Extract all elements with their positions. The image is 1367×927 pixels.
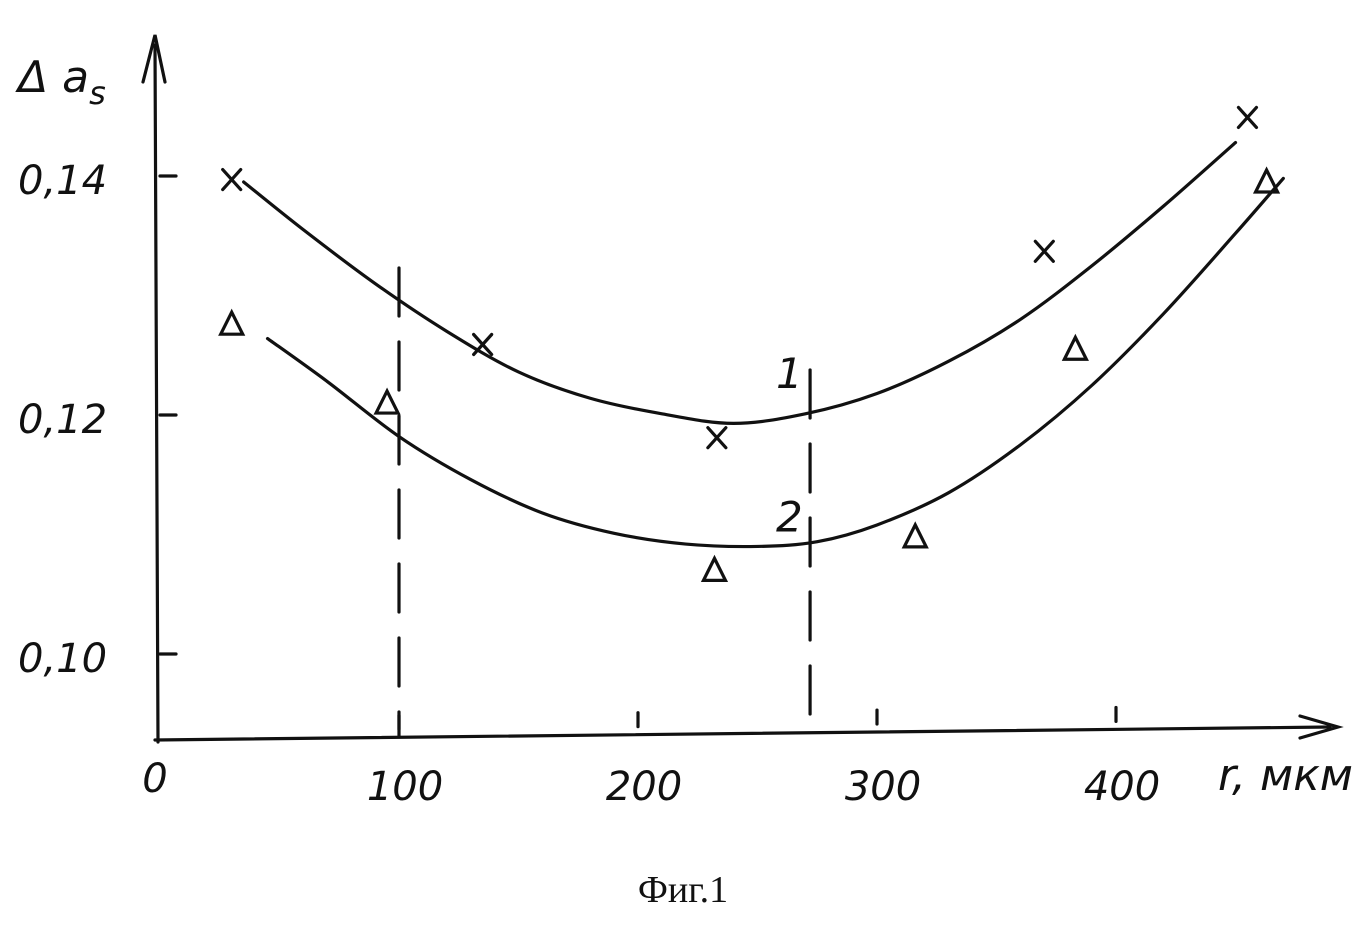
curve-label-1: 1 [776, 349, 803, 398]
curve-label-2: 2 [776, 493, 803, 542]
point-series-2-3 [904, 525, 926, 547]
point-series-1-2 [708, 428, 726, 448]
x-tick-label-0: 0 [142, 756, 167, 802]
point-series-2-2 [703, 558, 725, 580]
curve-labels: 12 [776, 349, 803, 541]
point-series-1-4 [1238, 107, 1256, 127]
point-series-2-5 [1256, 170, 1278, 192]
axes [143, 35, 1338, 742]
y-tick-label-0: 0,10 [18, 636, 107, 682]
point-series-2-0 [221, 312, 243, 334]
figure-caption: Фиг.1 [638, 869, 728, 911]
point-series-1-0 [223, 170, 241, 190]
x-tick-label-4: 400 [1084, 764, 1160, 810]
tick-marks [160, 176, 1116, 729]
point-series-2-4 [1064, 337, 1086, 359]
x-tick-labels: 0 100 200 300 400 [142, 756, 1160, 810]
x-tick-label-2: 200 [606, 764, 682, 810]
y-tick-labels: 0,10 0,12 0,14 [18, 158, 107, 682]
y-tick-label-1: 0,12 [18, 397, 107, 443]
x-axis-label: r, мкм [1218, 750, 1353, 801]
y-axis-label: Δ as [15, 52, 106, 112]
x-tick-label-3: 300 [845, 764, 921, 810]
curve-1 [244, 143, 1236, 424]
point-series-2-1 [376, 391, 398, 413]
x-tick-label-1: 100 [367, 764, 443, 810]
data-points [221, 107, 1278, 580]
y-tick-label-2: 0,14 [18, 158, 107, 204]
point-series-1-3 [1035, 241, 1053, 261]
y-axis-label-sub: s [89, 74, 106, 112]
y-axis [155, 45, 158, 742]
x-axis [155, 727, 1330, 740]
y-axis-label-main: Δ a [15, 52, 89, 103]
